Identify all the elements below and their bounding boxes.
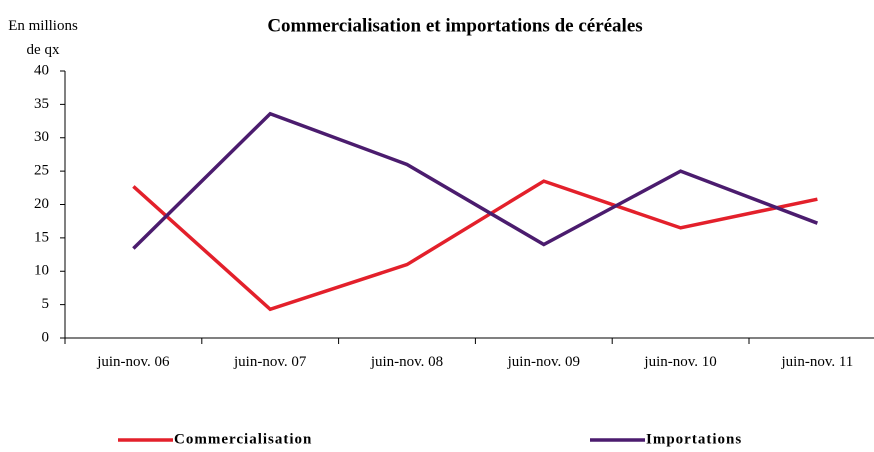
y-tick-label: 10 [34,263,49,279]
legend-label: Importations [646,431,742,447]
y-tick-label: 40 [34,62,49,78]
series-line [132,111,819,250]
x-tick-label: juin-nov. 10 [644,354,717,370]
y-tick-label: 0 [42,329,50,345]
x-tick-label: juin-nov. 06 [97,354,170,370]
x-tick-label: juin-nov. 07 [234,354,307,370]
x-tick-label: juin-nov. 08 [370,354,444,370]
x-tick-label: juin-nov. 09 [507,354,580,370]
y-tick-label: 30 [34,129,49,145]
y-axis-label: En millions de qx [8,18,78,58]
y-tick-label: 5 [42,296,50,312]
y-tick-label: 20 [34,196,49,212]
chart-title: Commercialisation et importations de cér… [267,15,642,36]
y-tick-label: 15 [34,229,49,245]
y-tick-label: 25 [34,163,49,179]
series-line [132,179,818,312]
x-tick-label: juin-nov. 11 [781,354,854,370]
y-tick-label: 35 [34,96,49,112]
legend-label: Commercialisation [174,431,312,447]
